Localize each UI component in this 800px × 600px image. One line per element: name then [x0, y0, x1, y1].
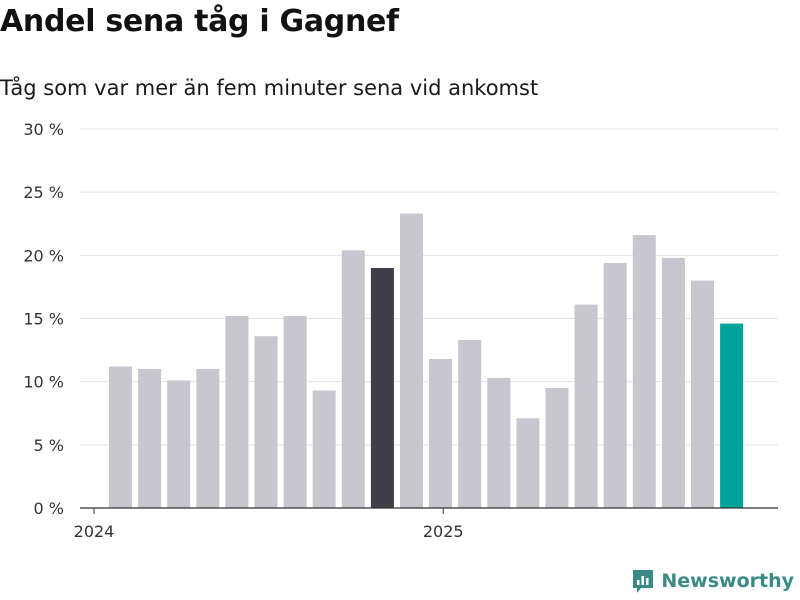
bar-2025-08	[661, 257, 685, 508]
x-axis-ticks: 2024 2025	[74, 508, 464, 541]
y-tick-label: 30 %	[23, 120, 64, 139]
x-tick-label: 2024	[74, 522, 115, 541]
bar-2025-05	[574, 304, 598, 508]
chart-title: Andel sena tåg i Gagnef	[0, 4, 399, 39]
bar-2024-05	[225, 316, 249, 508]
bar-2024-12	[429, 358, 453, 508]
bar-2024-02	[138, 369, 162, 508]
y-tick-label: 25 %	[23, 183, 64, 202]
bar-2024-10	[370, 268, 394, 508]
y-tick-label: 0 %	[34, 499, 64, 518]
y-axis-labels: 0 % 5 % 10 % 15 % 20 % 25 % 30 %	[23, 120, 64, 518]
bar-2024-11	[400, 213, 423, 508]
bar-2024-04	[196, 369, 220, 508]
bar-2025-04	[545, 388, 569, 508]
bar-2024-09	[341, 250, 365, 509]
brand-logo: Newsworthy	[631, 568, 794, 594]
y-tick-label: 15 %	[23, 310, 64, 329]
y-tick-label: 5 %	[34, 436, 64, 455]
bar-2025-02	[487, 377, 511, 508]
bar-2024-07	[283, 316, 307, 508]
bar-2025-06	[603, 262, 627, 508]
bar-2024-01	[109, 366, 132, 508]
bar-2025-10	[720, 323, 744, 508]
y-tick-label: 10 %	[23, 373, 64, 392]
newsworthy-icon	[633, 570, 654, 593]
bar-2025-07	[632, 235, 656, 508]
bar-2025-01	[458, 340, 482, 508]
bar-2025-03	[516, 418, 540, 508]
bar-2025-09	[691, 280, 714, 508]
y-tick-label: 20 %	[23, 246, 64, 265]
bar-2024-03	[167, 380, 191, 508]
x-tick-label: 2025	[423, 522, 464, 541]
chart-subtitle: Tåg som var mer än fem minuter sena vid …	[0, 76, 539, 100]
bar-2024-08	[312, 390, 336, 508]
brand-name: Newsworthy	[661, 570, 794, 592]
bar-2024-06	[254, 336, 278, 508]
bars	[109, 213, 744, 509]
